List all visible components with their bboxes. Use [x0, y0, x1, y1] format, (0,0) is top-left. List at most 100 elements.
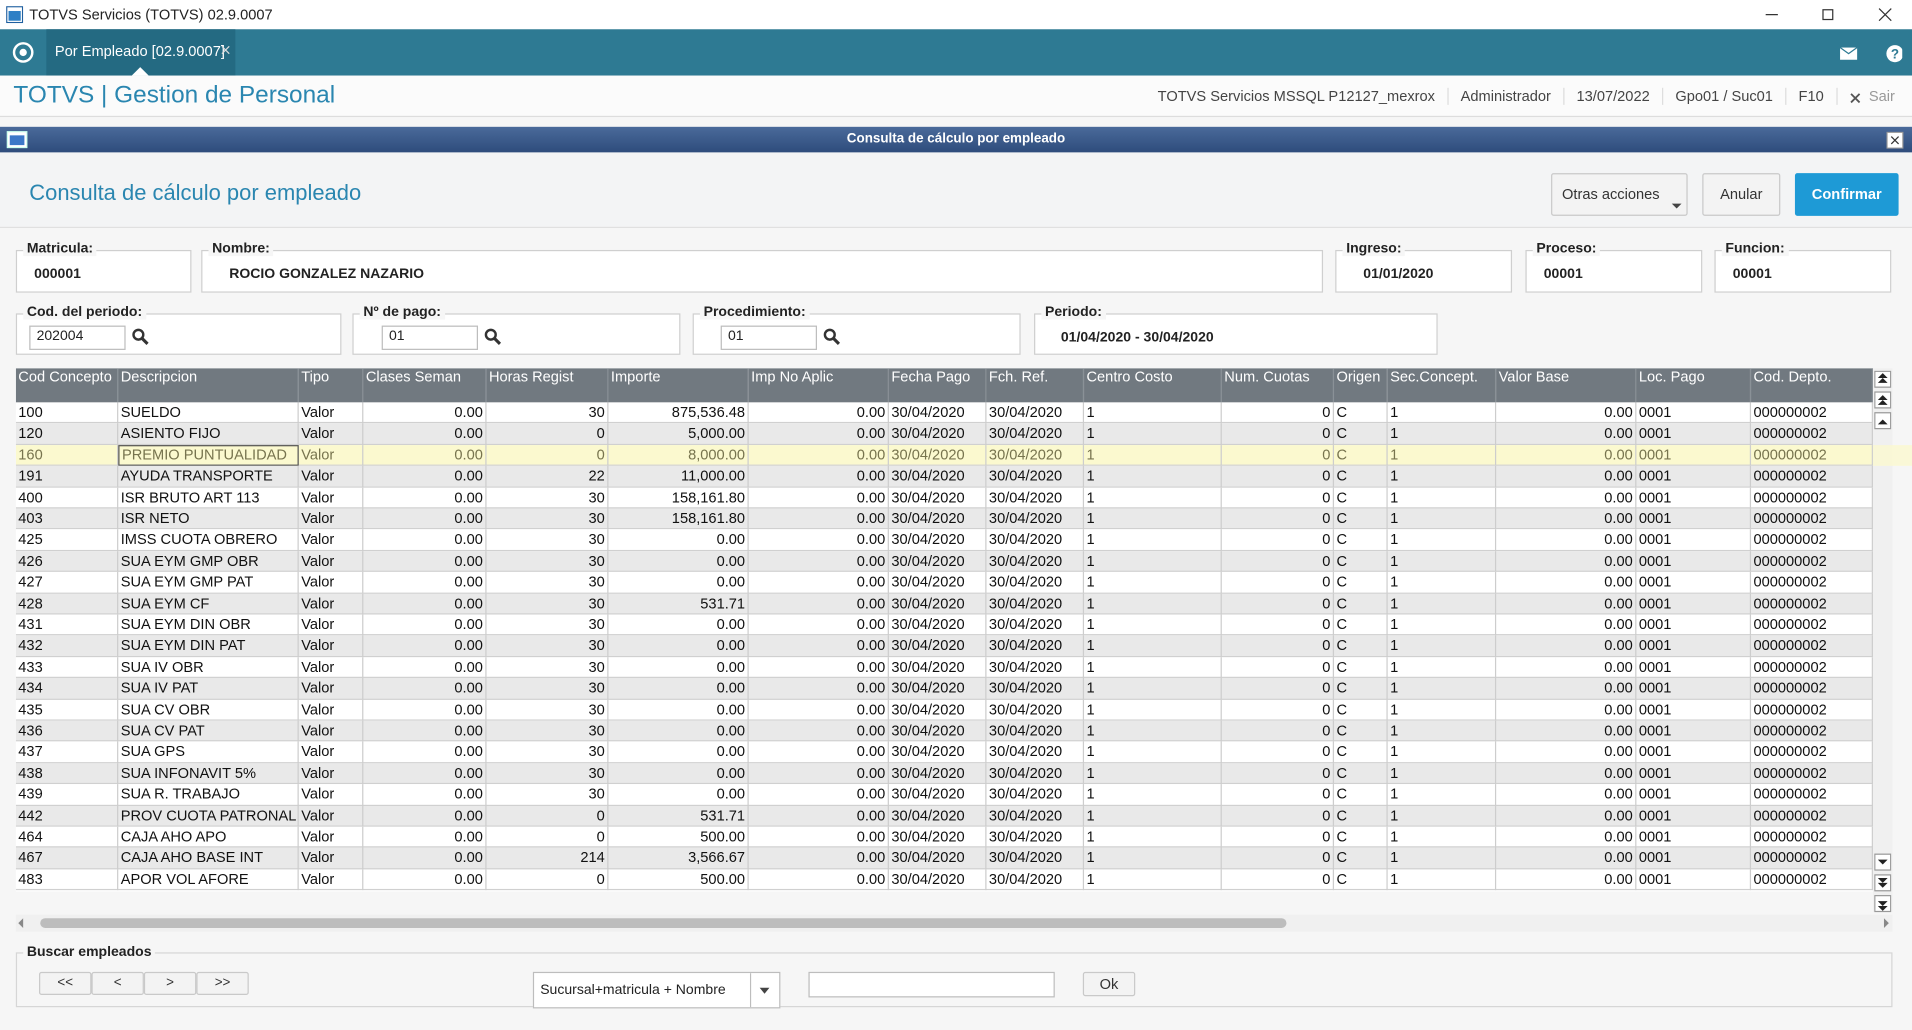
table-cell: C — [1334, 466, 1388, 488]
column-header[interactable]: Descripcion — [118, 368, 299, 403]
table-cell: 0.00 — [363, 805, 487, 827]
table-cell: 0.00 — [1496, 444, 1637, 467]
table-cell: 30/04/2020 — [889, 869, 987, 891]
table-cell: 000000002 — [1751, 678, 1873, 700]
table-cell: 0.00 — [749, 402, 889, 424]
column-header[interactable]: Centro Costo — [1084, 368, 1222, 403]
table-cell: 483 — [16, 869, 119, 891]
table-cell: 0.00 — [608, 572, 749, 594]
tab[interactable]: Por Empleado [02.9.0007] — [46, 29, 236, 76]
scroll-arrows[interactable] — [1874, 370, 1892, 915]
table-cell: 158,161.80 — [608, 508, 749, 530]
table-cell: 0.00 — [363, 720, 487, 742]
table-cell: 0001 — [1636, 593, 1752, 615]
exit-button[interactable]: Sair — [1835, 87, 1895, 105]
table-row[interactable]: 431 SUA EYM DIN OBR Valor 0.00 30 0.00 0.00 30/… — [15, 614, 1873, 636]
table-row[interactable]: 437 SUA GPS Valor 0.00 30 0.00 0.00 30/04/2020 3… — [15, 741, 1873, 764]
table-row[interactable]: 433 SUA IV OBR Valor 0.00 30 0.00 0.00 30/04/20… — [15, 657, 1873, 679]
confirm-button[interactable]: Confirmar — [1794, 173, 1899, 216]
field-input[interactable]: 01 — [720, 325, 817, 350]
column-header[interactable]: Loc. Pago — [1636, 368, 1752, 403]
column-header[interactable]: Clases Seman — [363, 368, 487, 403]
field-input[interactable]: 202004 — [29, 325, 126, 350]
table-cell: C — [1334, 508, 1388, 530]
table-cell: 1 — [1084, 678, 1222, 700]
table-cell: SUA INFONAVIT 5% — [118, 763, 299, 785]
column-header[interactable]: Imp No Aplic — [748, 368, 889, 403]
table-cell: 0.00 — [363, 550, 487, 573]
search-input[interactable] — [808, 971, 1055, 998]
table-cell: 3,566.67 — [608, 847, 749, 870]
nav-button[interactable]: << — [39, 971, 92, 996]
column-header[interactable]: Cod Concepto — [15, 368, 119, 403]
table-row[interactable]: 160 PREMIO PUNTUALIDAD Valor 0.00 0 8,000.00 0… — [15, 444, 1873, 467]
table-cell: SUA EYM GMP OBR — [118, 550, 299, 573]
column-header[interactable]: Num. Cuotas — [1221, 368, 1335, 403]
nav-button[interactable]: >> — [196, 971, 249, 996]
lookup-button[interactable] — [132, 328, 149, 345]
table-row[interactable]: 467 CAJA AHO BASE INT Valor 0.00 214 3,566.67… — [15, 847, 1873, 870]
table-row[interactable]: 439 SUA R. TRABAJO Valor 0.00 30 0.00 0.00 30/0… — [15, 784, 1873, 806]
table-row[interactable]: 483 APOR VOL AFORE Valor 0.00 0 500.00 0.00 30/… — [15, 869, 1873, 891]
table-row[interactable]: 435 SUA CV OBR Valor 0.00 30 0.00 0.00 30/04/20… — [15, 699, 1873, 721]
table-row[interactable]: 425 IMSS CUOTA OBRERO Valor 0.00 30 0.00 0.00 3… — [15, 529, 1873, 551]
lookup-button[interactable] — [823, 328, 841, 345]
table-row[interactable]: 191 AYUDA TRANSPORTE Valor 0.00 22 11,000.00 0… — [15, 466, 1873, 488]
table-cell: 0.00 — [1496, 720, 1637, 742]
table-cell: 30 — [487, 614, 609, 636]
table-cell: 0.00 — [749, 847, 889, 870]
column-header[interactable]: Horas Regist — [486, 368, 609, 403]
tab-close[interactable] — [221, 45, 231, 55]
table-cell: 1 — [1084, 826, 1222, 848]
nav-button[interactable]: < — [91, 971, 144, 996]
table-row[interactable]: 432 SUA EYM DIN PAT Valor 0.00 30 0.00 0.00 30/… — [15, 635, 1873, 657]
dialog-close[interactable] — [1886, 131, 1904, 149]
table-cell: 000000002 — [1751, 826, 1873, 848]
column-header[interactable]: Cod. Depto. — [1751, 368, 1873, 403]
header-icons[interactable]: ? — [1839, 44, 1903, 64]
cancel-button[interactable]: Anular — [1702, 173, 1781, 216]
table-cell: 30/04/2020 — [889, 720, 987, 742]
table-row[interactable]: 442 PROV CUOTA PATRONAL Valor 0.00 0 531.71 0.… — [15, 805, 1873, 827]
column-header[interactable]: Valor Base — [1496, 368, 1637, 403]
table-row[interactable]: 438 SUA INFONAVIT 5% Valor 0.00 30 0.00 0.00 30… — [15, 763, 1873, 785]
other-actions-button[interactable]: Otras acciones — [1551, 173, 1688, 216]
home-icon[interactable] — [12, 41, 34, 63]
column-header[interactable]: Origen — [1334, 368, 1388, 403]
field-label: Ingreso: — [1342, 241, 1406, 257]
order-select[interactable]: Sucursal+matricula + Nombre — [532, 971, 781, 1009]
vertical-scrollbar[interactable] — [1872, 368, 1893, 915]
table-cell: Valor — [299, 657, 364, 679]
table-row[interactable]: 436 SUA CV PAT Valor 0.00 30 0.00 0.00 30/04/20… — [15, 720, 1873, 742]
table-cell: CAJA AHO BASE INT — [118, 847, 299, 870]
table-row[interactable]: 426 SUA EYM GMP OBR Valor 0.00 30 0.00 0.00 30/… — [15, 550, 1873, 573]
column-header[interactable]: Sec.Concept. — [1387, 368, 1497, 403]
table-cell: 30/04/2020 — [986, 529, 1085, 551]
table-cell: Valor — [299, 466, 364, 488]
table-row[interactable]: 403 ISR NETO Valor 0.00 30 158,161.80 0.00 30/0… — [15, 508, 1873, 530]
window-controls[interactable] — [1756, 5, 1907, 25]
field-input[interactable]: 01 — [381, 325, 479, 350]
table-row[interactable]: 400 ISR BRUTO ART 113 Valor 0.00 30 158,161.8… — [15, 487, 1873, 509]
table-row[interactable]: 428 SUA EYM CF Valor 0.00 30 531.71 0.00 30/04/… — [15, 593, 1873, 615]
table-row[interactable]: 100 SUELDO Valor 0.00 30 875,536.48 0.00 30/04/… — [15, 402, 1873, 424]
table-row[interactable]: 434 SUA IV PAT Valor 0.00 30 0.00 0.00 30/04/20… — [15, 678, 1873, 700]
scroll-thumb[interactable] — [16, 915, 1893, 932]
table-cell: 426 — [16, 550, 119, 573]
select-arrow[interactable] — [749, 973, 779, 1008]
table-cell: 0.00 — [749, 678, 889, 700]
column-header[interactable]: Importe — [608, 368, 749, 403]
table-cell: 0 — [1222, 763, 1335, 785]
table-cell: Valor — [299, 678, 364, 700]
column-header[interactable]: Tipo — [298, 368, 364, 403]
ok-button[interactable]: Ok — [1082, 971, 1136, 997]
lookup-button[interactable] — [484, 328, 502, 345]
table-row[interactable]: 427 SUA EYM GMP PAT Valor 0.00 30 0.00 0.00 30/… — [15, 572, 1873, 594]
table-row[interactable]: 120 ASIENTO FIJO Valor 0.00 0 5,000.00 0.00 30/… — [15, 423, 1873, 445]
column-header[interactable]: Fch. Ref. — [986, 368, 1085, 403]
table-row[interactable]: 464 CAJA AHO APO Valor 0.00 0 500.00 0.00 30/04… — [15, 826, 1873, 848]
column-header[interactable]: Fecha Pago — [888, 368, 987, 403]
horizontal-scrollbar[interactable] — [15, 914, 1893, 932]
nav-button[interactable]: > — [143, 971, 197, 996]
table-cell: 0 — [1222, 572, 1335, 594]
